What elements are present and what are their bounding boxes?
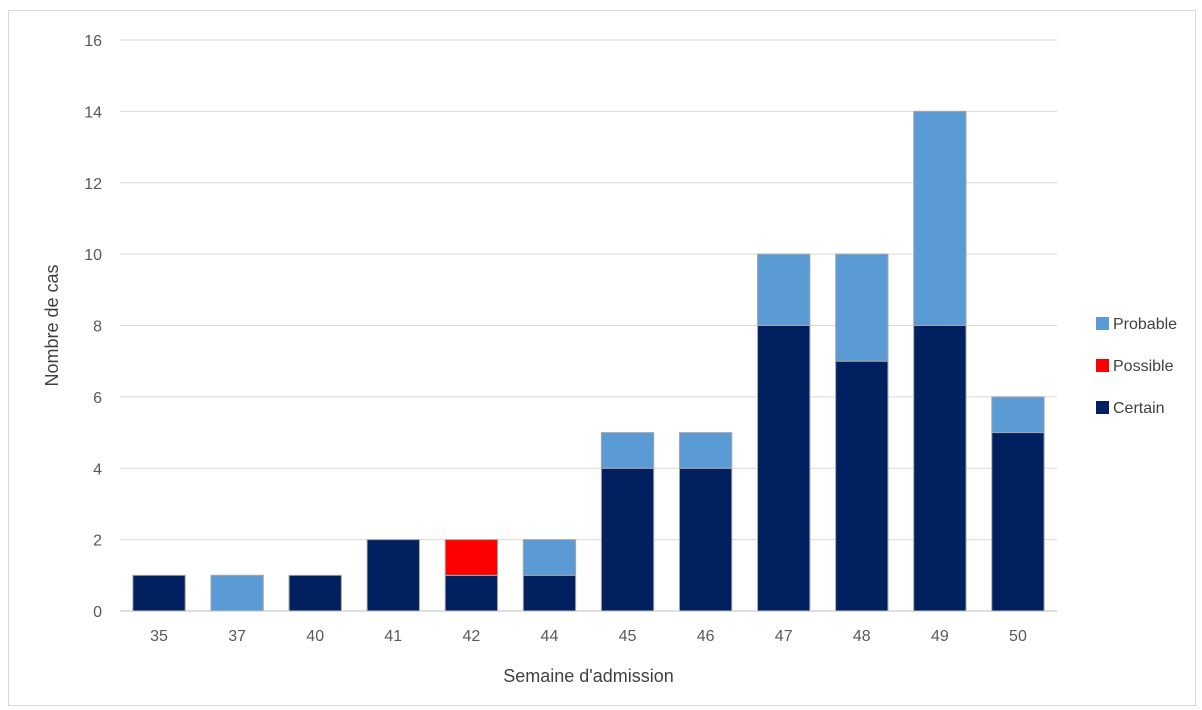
bar-certain-44 (522, 574, 577, 612)
x-tick-label: 42 (462, 628, 480, 645)
y-axis-title: Nombre de cas (42, 264, 62, 386)
x-tick-label: 44 (541, 628, 559, 645)
y-tick-label: 14 (84, 104, 102, 121)
y-tick-label: 0 (93, 604, 102, 621)
bar-certain-41 (366, 539, 420, 612)
bar-probable-45 (600, 432, 655, 469)
x-tick-label: 37 (228, 628, 246, 645)
x-tick-label: 45 (619, 628, 637, 645)
bar-certain-50 (991, 432, 1045, 612)
legend-swatch-probable (1096, 317, 1109, 330)
bar-certain-48 (835, 360, 889, 612)
x-tick-label: 48 (853, 628, 871, 645)
bar-probable-50 (991, 396, 1045, 434)
bar-probable-49 (913, 110, 967, 326)
legend-label-certain: Certain (1113, 400, 1165, 417)
bar-certain-49 (913, 325, 967, 612)
bar-probable-44 (522, 539, 577, 576)
bars (132, 110, 1045, 612)
x-axis-title: Semaine d'admission (503, 666, 674, 686)
bar-certain-40 (288, 574, 342, 612)
bar-possible-42 (444, 539, 499, 576)
legend: Probable Possible Certain (1096, 316, 1177, 417)
x-tick-label: 35 (150, 628, 168, 645)
y-tick-label: 4 (93, 461, 102, 478)
legend-label-probable: Probable (1113, 316, 1177, 333)
x-tick-label: 40 (306, 628, 324, 645)
y-tick-label: 12 (84, 176, 102, 193)
y-tick-label: 16 (84, 33, 102, 50)
y-tick-labels: 0 2 4 6 8 10 12 14 16 (84, 33, 102, 621)
gridlines (120, 39, 1057, 541)
x-tick-label: 47 (775, 628, 793, 645)
bar-certain-45 (600, 467, 655, 612)
bar-certain-35 (132, 574, 186, 612)
x-tick-label: 46 (697, 628, 715, 645)
bar-probable-48 (835, 253, 889, 362)
x-tick-label: 49 (931, 628, 949, 645)
x-tick-label: 41 (384, 628, 402, 645)
legend-swatch-possible (1096, 359, 1109, 372)
legend-label-possible: Possible (1113, 358, 1174, 375)
y-tick-label: 8 (93, 319, 102, 336)
legend-swatch-certain (1096, 401, 1109, 414)
x-tick-label: 50 (1009, 628, 1027, 645)
bar-probable-37 (210, 574, 264, 612)
y-tick-label: 2 (93, 533, 102, 550)
bar-certain-42 (444, 574, 499, 612)
x-tick-labels: 35 37 40 41 42 44 45 46 47 48 49 50 (150, 628, 1027, 645)
y-tick-label: 6 (93, 390, 102, 407)
bar-probable-47 (757, 253, 811, 326)
bar-probable-46 (678, 432, 733, 469)
y-tick-label: 10 (84, 247, 102, 264)
bar-certain-46 (678, 467, 733, 612)
bar-certain-47 (757, 325, 811, 612)
